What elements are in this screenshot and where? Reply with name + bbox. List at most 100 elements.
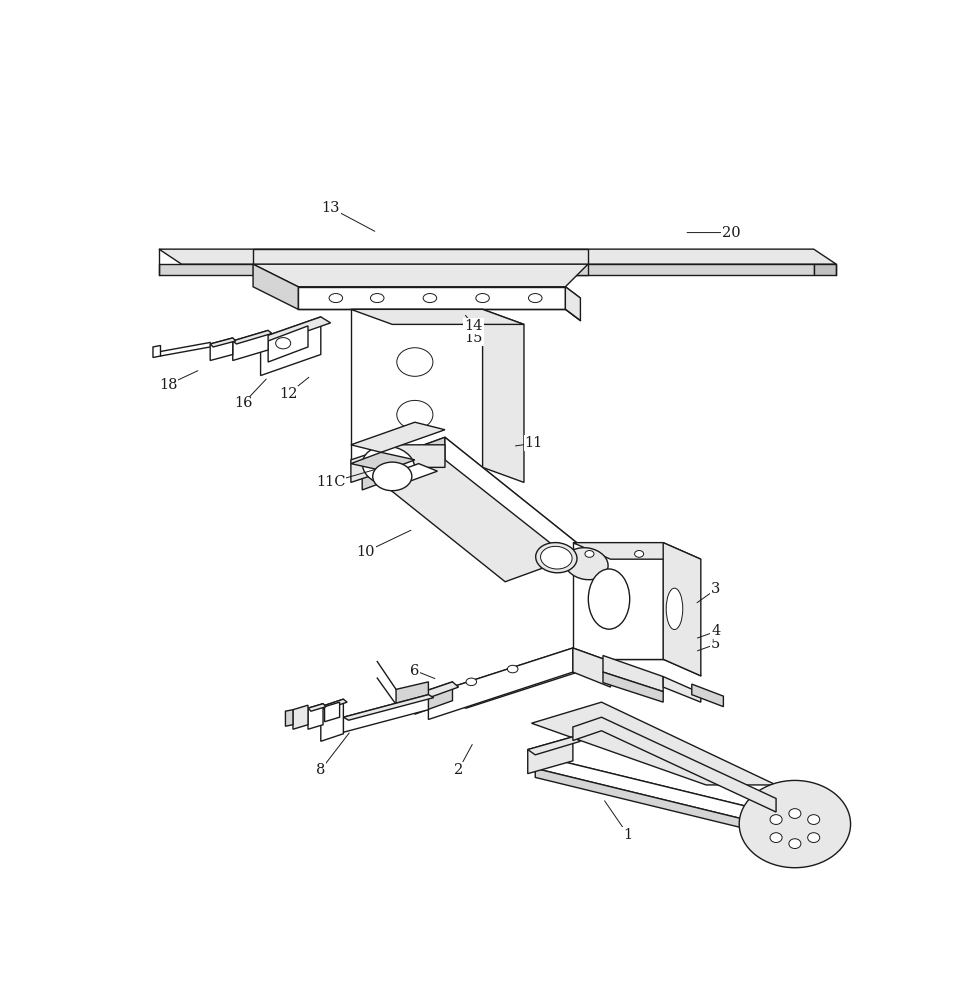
Polygon shape — [351, 422, 445, 452]
Text: 14: 14 — [464, 319, 483, 333]
Ellipse shape — [536, 543, 577, 573]
Text: 5: 5 — [711, 637, 720, 651]
Polygon shape — [233, 330, 268, 361]
Ellipse shape — [588, 569, 630, 629]
Ellipse shape — [362, 446, 415, 486]
Ellipse shape — [423, 294, 437, 303]
Polygon shape — [159, 249, 836, 264]
Polygon shape — [362, 437, 588, 582]
Ellipse shape — [373, 462, 412, 491]
Ellipse shape — [770, 833, 782, 843]
Polygon shape — [324, 702, 340, 722]
Ellipse shape — [541, 546, 572, 569]
Polygon shape — [260, 317, 330, 344]
Polygon shape — [253, 264, 588, 287]
Text: 6: 6 — [410, 664, 419, 678]
Ellipse shape — [788, 809, 801, 818]
Text: 1: 1 — [623, 828, 632, 842]
Ellipse shape — [666, 588, 683, 630]
Ellipse shape — [739, 780, 851, 868]
Ellipse shape — [528, 294, 542, 303]
Text: 3: 3 — [711, 582, 720, 596]
Text: 2: 2 — [453, 763, 463, 777]
Polygon shape — [535, 768, 776, 836]
Text: 4: 4 — [711, 624, 720, 638]
Polygon shape — [428, 648, 611, 708]
Text: 16: 16 — [234, 396, 252, 410]
Ellipse shape — [808, 833, 820, 843]
Polygon shape — [351, 309, 483, 467]
Polygon shape — [663, 677, 701, 702]
Polygon shape — [260, 317, 320, 376]
Ellipse shape — [476, 294, 489, 303]
Polygon shape — [377, 464, 437, 486]
Polygon shape — [308, 704, 326, 711]
Polygon shape — [483, 309, 524, 482]
Polygon shape — [663, 543, 701, 676]
Polygon shape — [253, 264, 298, 309]
Polygon shape — [253, 264, 588, 275]
Polygon shape — [814, 264, 836, 275]
Ellipse shape — [788, 839, 801, 849]
Text: 11C: 11C — [316, 475, 346, 489]
Ellipse shape — [808, 815, 820, 824]
Ellipse shape — [508, 665, 518, 673]
Polygon shape — [351, 445, 445, 482]
Text: 15: 15 — [464, 331, 483, 345]
Ellipse shape — [276, 338, 290, 349]
Ellipse shape — [466, 678, 477, 686]
Polygon shape — [320, 699, 344, 741]
Polygon shape — [573, 717, 776, 812]
Polygon shape — [573, 543, 701, 559]
Ellipse shape — [371, 294, 384, 303]
Polygon shape — [396, 682, 428, 704]
Ellipse shape — [397, 348, 433, 376]
Ellipse shape — [565, 548, 608, 580]
Polygon shape — [344, 695, 428, 732]
Polygon shape — [531, 702, 776, 785]
Polygon shape — [445, 437, 588, 573]
Text: 10: 10 — [356, 545, 375, 559]
Text: 13: 13 — [321, 201, 340, 215]
Polygon shape — [428, 648, 573, 719]
Ellipse shape — [397, 400, 433, 429]
Polygon shape — [210, 338, 236, 347]
Text: 18: 18 — [159, 378, 178, 392]
Polygon shape — [298, 287, 581, 298]
Polygon shape — [308, 704, 323, 729]
Ellipse shape — [770, 815, 782, 824]
Ellipse shape — [635, 551, 644, 557]
Polygon shape — [565, 287, 581, 321]
Text: 20: 20 — [721, 226, 740, 240]
Polygon shape — [344, 695, 434, 720]
Ellipse shape — [585, 551, 594, 557]
Polygon shape — [253, 249, 588, 264]
Text: 11: 11 — [524, 436, 543, 450]
Text: 12: 12 — [280, 387, 298, 401]
Ellipse shape — [329, 294, 343, 303]
Polygon shape — [573, 543, 663, 659]
Polygon shape — [573, 648, 611, 687]
Polygon shape — [528, 737, 581, 755]
Polygon shape — [362, 437, 445, 490]
Polygon shape — [415, 682, 458, 701]
Polygon shape — [293, 705, 308, 729]
Polygon shape — [691, 684, 723, 707]
Polygon shape — [159, 264, 814, 275]
Polygon shape — [528, 737, 573, 774]
Polygon shape — [415, 682, 452, 714]
Polygon shape — [268, 326, 308, 362]
Polygon shape — [153, 345, 160, 358]
Polygon shape — [535, 755, 776, 830]
Polygon shape — [210, 338, 233, 361]
Polygon shape — [535, 755, 776, 827]
Polygon shape — [351, 309, 524, 324]
Polygon shape — [603, 656, 663, 692]
Polygon shape — [298, 287, 565, 309]
Polygon shape — [285, 710, 293, 726]
Text: 8: 8 — [317, 763, 325, 777]
Polygon shape — [351, 452, 415, 471]
Polygon shape — [233, 330, 272, 344]
Polygon shape — [320, 699, 348, 710]
Polygon shape — [603, 672, 663, 702]
